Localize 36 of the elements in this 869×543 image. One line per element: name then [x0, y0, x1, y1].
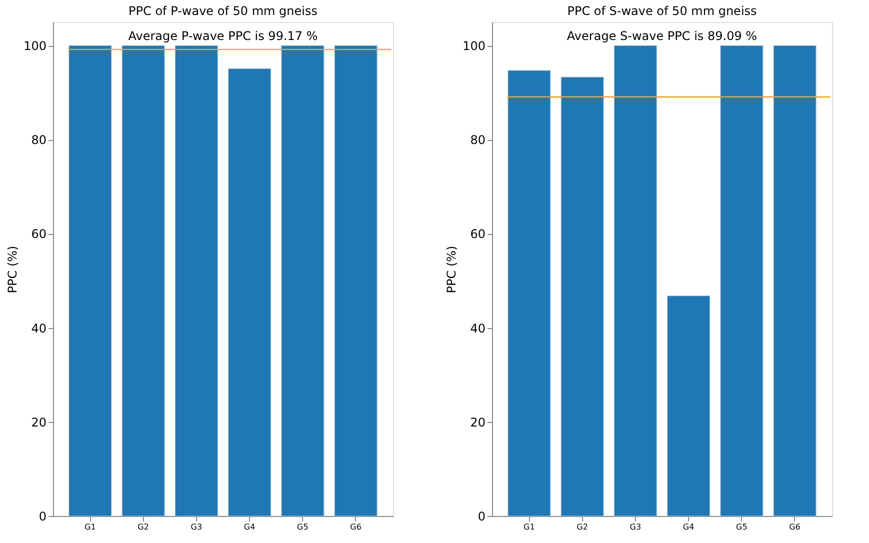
y-tick-label: 80 — [470, 133, 486, 148]
x-tick-label: G4 — [682, 522, 694, 532]
bar — [667, 296, 710, 516]
y-tick-label: 40 — [31, 321, 46, 336]
bar — [773, 45, 816, 516]
x-tick-label: G6 — [350, 522, 362, 532]
x-tick-label: G2 — [138, 522, 149, 532]
x-tick-label: G3 — [630, 522, 642, 532]
x-tick-label: G1 — [524, 522, 535, 532]
bar — [720, 45, 764, 516]
chart-title: PPC of P-wave of 50 mm gneiss — [128, 4, 318, 18]
y-tick-label: 20 — [470, 415, 486, 430]
y-tick-label: 0 — [38, 510, 46, 524]
x-tick-label: G3 — [190, 522, 202, 532]
y-axis-title: PPC (%) — [444, 246, 459, 294]
annotation: Average S-wave PPC is 89.09 % — [566, 29, 758, 43]
x-tick-label: G1 — [84, 522, 96, 532]
x-tick-label: G6 — [789, 522, 800, 532]
y-tick-label: 60 — [31, 227, 46, 242]
bar — [560, 76, 604, 516]
bar — [508, 70, 551, 516]
x-tick-label: G5 — [297, 522, 308, 532]
annotation: Average P-wave PPC is 99.17 % — [128, 29, 318, 43]
y-tick-label: 100 — [462, 39, 486, 54]
y-tick-label: 0 — [478, 510, 486, 524]
y-axis-title: PPC (%) — [6, 246, 20, 294]
y-tick-label: 40 — [470, 321, 486, 336]
y-tick-label: 20 — [31, 415, 46, 430]
x-tick-label: G2 — [576, 522, 588, 532]
y-tick-label: 80 — [31, 133, 46, 148]
chart-title: PPC of S-wave of 50 mm gneiss — [567, 4, 757, 18]
y-tick-label: 60 — [470, 227, 486, 242]
x-tick-label: G5 — [736, 522, 748, 532]
bar — [614, 45, 657, 516]
x-tick-label: G4 — [244, 522, 256, 532]
y-tick-label: 100 — [24, 39, 46, 54]
